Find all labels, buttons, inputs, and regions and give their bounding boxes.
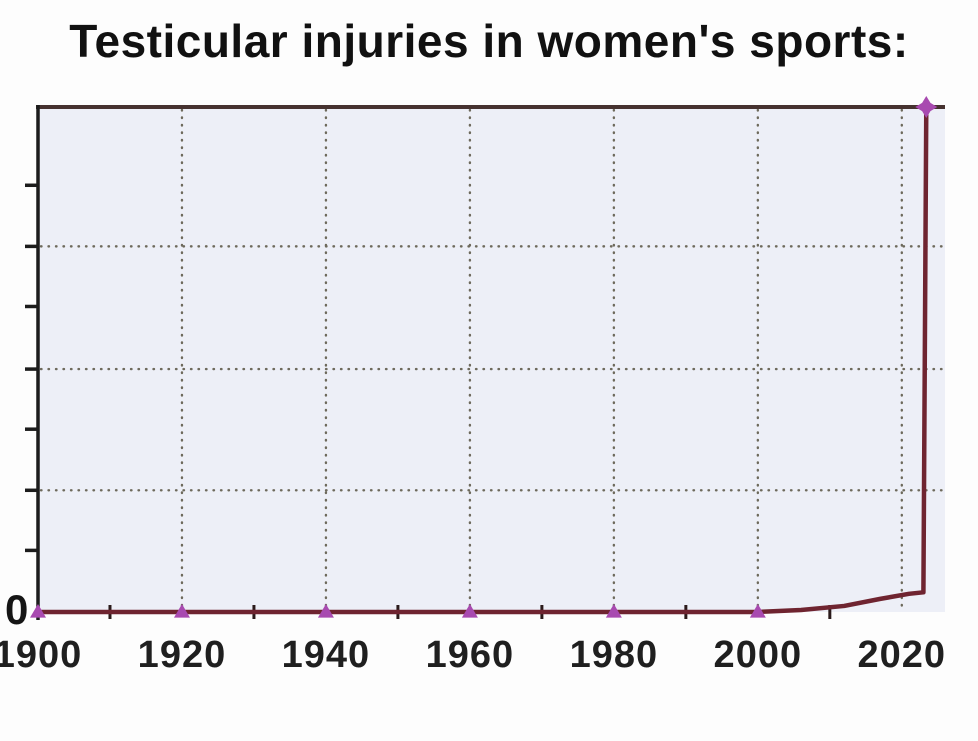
x-tick-label: 1940 xyxy=(281,634,371,676)
x-tick-label: 1900 xyxy=(0,634,83,676)
data-marker-star xyxy=(915,96,938,118)
x-axis-labels: 1900 1920 1940 1960 1980 2000 2020 xyxy=(0,634,978,694)
x-tick-label: 1980 xyxy=(569,634,659,676)
data-marker-triangle xyxy=(30,604,46,618)
chart-title: Testicular injuries in women's sports: xyxy=(69,15,909,67)
data-marker-triangle xyxy=(605,604,622,618)
x-tick-label: 1960 xyxy=(425,634,515,676)
data-line xyxy=(35,104,929,615)
data-marker-triangle xyxy=(173,604,190,618)
x-tick-label: 2000 xyxy=(713,634,803,676)
plot-background xyxy=(38,107,945,612)
x-tick-label: 2020 xyxy=(857,634,947,676)
data-marker-triangle xyxy=(317,604,334,618)
y-axis-zero-label: 0 xyxy=(5,586,29,633)
data-marker-triangle xyxy=(749,604,766,618)
data-marker-triangle xyxy=(461,604,478,618)
x-tick-label: 1920 xyxy=(137,634,227,676)
